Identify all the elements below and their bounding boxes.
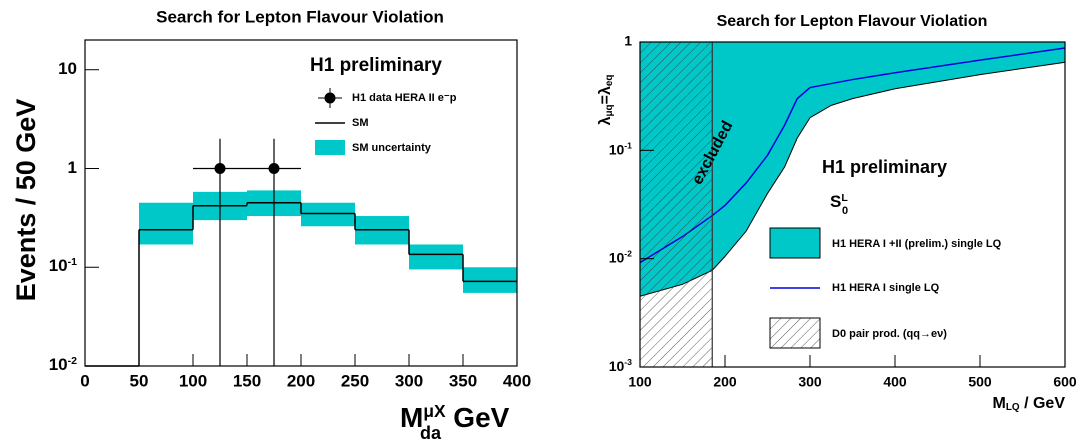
uncertainty-band: [463, 267, 517, 293]
tick-label: 250: [341, 371, 369, 390]
x-axis-label-sub: da: [420, 423, 442, 443]
x-axis-label: MLQ / GeV: [993, 395, 1066, 413]
tick-label-part: -2: [624, 249, 632, 259]
tick-label-part: 10: [609, 141, 625, 157]
legend-hatch: [769, 317, 821, 349]
tick-label-part: 10: [49, 257, 68, 276]
legend-label: H1 data HERA II e⁻p: [352, 92, 457, 104]
y-axis-label: λμq=λeq: [597, 75, 615, 126]
x-axis-label-part: μX: [423, 401, 446, 421]
uncertainty-band: [409, 244, 463, 270]
tick-label: 300: [798, 374, 822, 390]
data-point: [268, 162, 280, 174]
annotation: H1 preliminary: [310, 55, 442, 76]
tick-label: 10-1: [49, 256, 77, 276]
tick-label: 100: [179, 371, 207, 390]
d0-hatch: [640, 42, 713, 367]
tick-label: 200: [713, 374, 737, 390]
tick-label: 600: [1053, 374, 1077, 390]
x-axis-label-part: M: [400, 402, 423, 433]
tick-label: 300: [395, 371, 423, 390]
x-axis-label: MμX GeV: [400, 401, 510, 433]
tick-label: 100: [628, 374, 652, 390]
tick-label: 10-3: [609, 357, 632, 373]
uncertainty-band: [301, 202, 355, 227]
tick-label-part: 10: [609, 249, 625, 265]
legend-data-marker: [324, 92, 336, 104]
tick-label: 50: [130, 371, 149, 390]
tick-label: 1: [624, 33, 632, 49]
tick-label: 0: [80, 371, 89, 390]
tick-label: 200: [287, 371, 315, 390]
chart-title: Search for Lepton Flavour Violation: [156, 7, 444, 26]
scalar-label-part: S: [830, 192, 841, 211]
legend-label: D0 pair prod. (qq→eν): [832, 328, 947, 340]
x-axis-label-part: GeV: [446, 402, 510, 433]
tick-label: 150: [233, 371, 261, 390]
tick-label: 1: [68, 158, 77, 177]
y-axis-label-part: μq: [604, 104, 615, 116]
legend-label: SM uncertainty: [352, 142, 432, 154]
y-axis-label-part: λ: [597, 116, 614, 125]
scalar-label-part: L: [841, 192, 848, 204]
tick-label-part: -1: [68, 256, 78, 268]
y-axis-label-part: eq: [604, 75, 615, 87]
x-axis-label-part: / GeV: [1020, 395, 1066, 412]
tick-label-part: 10: [609, 358, 625, 374]
legend-label: H1 HERA I +II (prelim.) single LQ: [832, 238, 1002, 250]
tick-label-part: 10: [49, 355, 68, 374]
uncertainty-band: [139, 202, 193, 245]
data-point: [214, 162, 226, 174]
tick-label: 10-2: [609, 249, 632, 265]
tick-label: 10: [58, 59, 77, 78]
y-axis-label: Events / 50 GeV: [11, 99, 41, 302]
legend-label: SM: [352, 117, 369, 129]
legend-label: H1 HERA I single LQ: [832, 282, 940, 294]
scalar-label: SL: [830, 192, 848, 212]
scalar-sub: 0: [842, 205, 848, 217]
tick-label: 350: [449, 371, 477, 390]
chart-title: Search for Lepton Flavour Violation: [717, 13, 988, 30]
annotation: H1 preliminary: [822, 157, 947, 177]
x-axis-label-part: M: [993, 395, 1006, 412]
y-axis-label-part: =λ: [597, 86, 614, 104]
legend-area: [769, 227, 821, 259]
legend-band: [315, 140, 345, 155]
tick-label-part: -1: [624, 141, 632, 151]
tick-label: 400: [503, 371, 531, 390]
tick-label-part: -2: [68, 355, 78, 367]
tick-label: 400: [883, 374, 907, 390]
tick-label: 10-2: [49, 355, 77, 375]
x-axis-label-part: LQ: [1006, 402, 1020, 413]
tick-label: 500: [968, 374, 992, 390]
tick-label-part: -3: [624, 357, 632, 367]
tick-label: 10-1: [609, 141, 632, 157]
plot-frame: [639, 41, 1066, 368]
